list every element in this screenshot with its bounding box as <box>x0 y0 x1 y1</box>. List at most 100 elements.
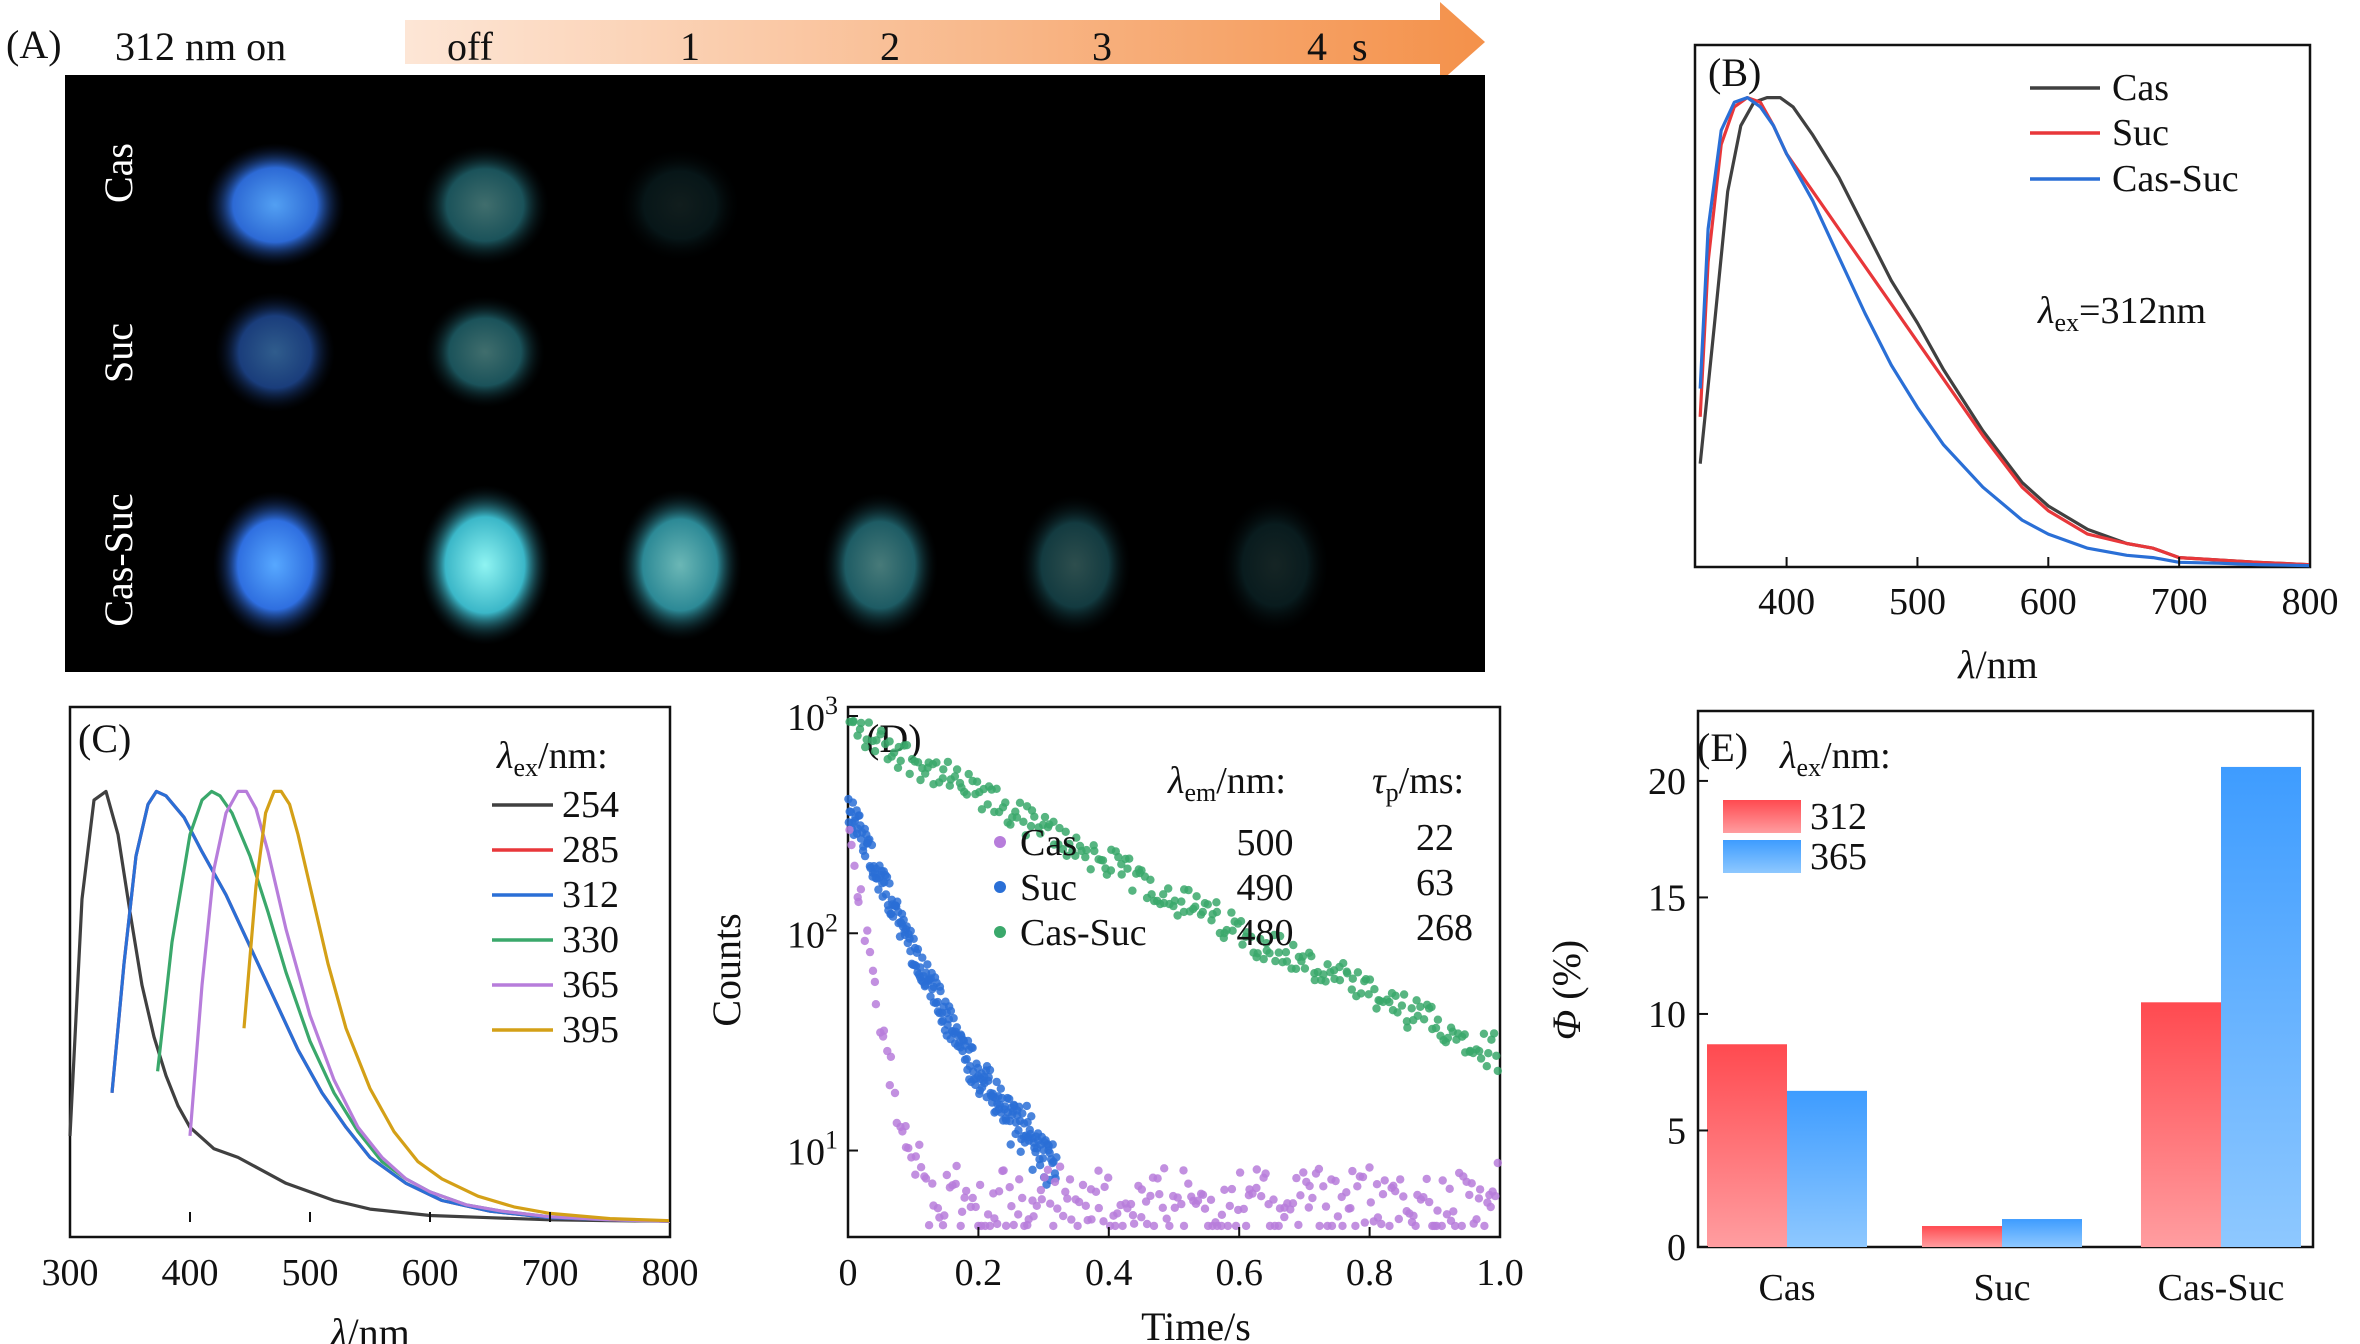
panel-d-point-cas-suc <box>1071 851 1080 860</box>
panel-e-legend-title: λex/nm: <box>1779 735 1891 782</box>
panel-d-point-cas-suc <box>889 748 899 757</box>
panel-d-point-cas-suc <box>855 725 865 734</box>
panel-d-point-cas-suc <box>1321 977 1330 986</box>
time-arrow <box>405 2 1485 82</box>
panel-d-point-cas-suc <box>1198 907 1208 917</box>
panel-c-legend-label-254: 254 <box>562 784 619 826</box>
panel-d-point-cas <box>1128 1211 1138 1220</box>
panel-d-point-cas <box>1177 1199 1186 1209</box>
panel-d-series-cas-suc <box>845 716 1503 1076</box>
panel-d-point-cas-suc <box>964 769 973 779</box>
glow-sample-cas-0 <box>205 143 345 267</box>
panel-e-bar-cas-suc-312 <box>2141 1002 2221 1247</box>
panel-d-point-cas <box>1457 1221 1467 1231</box>
panel-d-point-cas-suc <box>1365 975 1375 984</box>
panel-d-point-cas <box>1179 1166 1188 1175</box>
panel-d-point-cas-suc <box>1397 1001 1407 1010</box>
panel-d-point-cas <box>1043 1165 1053 1175</box>
panel-b-xtick-label-700: 700 <box>2151 581 2208 623</box>
panel-d-point-cas-suc <box>1393 1008 1402 1017</box>
panel-d-point-cas-suc <box>1147 890 1156 899</box>
panel-d-point-cas-suc <box>1062 851 1071 860</box>
panel-d-point-cas <box>1491 1191 1500 1201</box>
panel-d-point-cas-suc <box>1307 952 1316 961</box>
panel-d-point-cas-suc <box>1256 934 1265 944</box>
panel-d-point-cas <box>1067 1215 1076 1224</box>
panel-c-frame <box>68 705 672 1239</box>
timeline-label-3: 3 <box>1092 24 1112 69</box>
panel-d-point-cas <box>1411 1221 1420 1231</box>
panel-d-point-suc <box>949 1014 958 1023</box>
panel-d-point-cas-suc <box>1021 831 1030 840</box>
panel-d-point-cas <box>1274 1221 1283 1231</box>
panel-d-point-cas <box>1158 1203 1168 1213</box>
panel-d-series-suc <box>844 794 1061 1189</box>
panel-e-label: (E) <box>1697 725 1748 770</box>
panel-d-point-cas-suc <box>1310 975 1320 985</box>
panel-d-point-cas-suc <box>1001 798 1010 807</box>
glow-sample-suc-0 <box>215 292 335 412</box>
panel-d-point-cas-suc <box>1460 1030 1469 1039</box>
panel-d-point-cas-suc <box>1049 817 1058 826</box>
panel-d-legend-marker-cas-suc <box>994 926 1006 938</box>
panel-d-point-cas-suc <box>1364 990 1373 999</box>
panel-d-point-cas <box>1437 1221 1447 1231</box>
panel-d-point-cas <box>940 1211 949 1220</box>
panel-d-point-cas-suc <box>1247 932 1256 941</box>
panel-d-point-cas <box>1184 1179 1193 1188</box>
panel-d-point-cas <box>1007 1202 1016 1211</box>
panel-c-label: (C) <box>78 716 131 761</box>
panel-c-curves <box>68 789 671 1223</box>
panel-d-point-suc <box>885 879 894 888</box>
panel-d-point-cas <box>1348 1166 1357 1176</box>
panel-d-point-suc <box>1035 1161 1045 1170</box>
panel-d-point-suc <box>984 1073 993 1082</box>
panel-d-point-cas <box>1100 1182 1109 1192</box>
panel-b-xtick-label-400: 400 <box>1758 581 1815 623</box>
panel-d-point-cas-suc <box>1114 852 1123 862</box>
panel-d-point-cas <box>915 1140 924 1150</box>
panel-d-point-cas <box>1078 1180 1088 1190</box>
panel-d-point-cas <box>856 885 866 894</box>
panel-d-point-cas-suc <box>945 781 954 790</box>
panel-d-point-cas <box>1474 1194 1484 1203</box>
panel-b-xtick-label-500: 500 <box>1889 581 1946 623</box>
panel-e-y-title: Φ (%) <box>1544 940 1589 1040</box>
panel-c-line-365 <box>188 789 671 1223</box>
panel-d-point-cas <box>1315 1221 1324 1231</box>
panel-d-point-cas <box>1179 1221 1189 1231</box>
panel-d-point-cas <box>870 977 880 987</box>
panel-d-point-cas <box>1015 1175 1024 1184</box>
panel-d-point-cas <box>1338 1221 1347 1231</box>
panel-d-series-cas <box>845 825 1503 1231</box>
panel-d-point-cas-suc <box>1191 902 1200 911</box>
panel-e-category-label-cas-suc: Cas-Suc <box>2158 1267 2285 1309</box>
panel-d-xtick-label-0: 0 <box>839 1252 858 1294</box>
panel-d-point-cas <box>1396 1175 1405 1184</box>
panel-d-point-cas <box>1385 1221 1394 1231</box>
panel-d-point-suc <box>923 960 932 969</box>
panel-d-point-cas-suc <box>972 777 982 786</box>
panel-d-point-cas-suc <box>1433 1015 1443 1024</box>
panel-d-point-cas <box>1217 1210 1227 1220</box>
panel-e-category-label-cas: Cas <box>1759 1267 1816 1309</box>
panel-d-legend-tau-cas-suc: 268 <box>1416 907 1473 949</box>
glow-sample-cas-suc-1 <box>419 485 551 645</box>
panel-d-point-cas <box>879 1026 889 1035</box>
panel-d-point-cas-suc <box>1055 823 1064 833</box>
panel-d-point-suc <box>916 963 925 972</box>
panel-d-point-cas <box>1094 1166 1103 1175</box>
panel-d-point-cas <box>868 966 878 975</box>
panel-d-point-cas <box>983 1210 993 1219</box>
panel-e-ytick-label-20: 20 <box>1648 761 1686 803</box>
panel-d-point-cas <box>1129 1219 1139 1228</box>
panel-d-point-suc <box>918 953 927 962</box>
panel-d-point-cas-suc <box>1407 1004 1416 1013</box>
panel-d-point-cas <box>1351 1221 1360 1231</box>
panel-b-legend-label-cas: Cas <box>2112 67 2169 109</box>
panel-d-point-cas-suc <box>1228 926 1237 935</box>
panel-d-point-cas <box>1305 1181 1314 1191</box>
panel-d-point-cas <box>1391 1187 1400 1196</box>
panel-d-point-suc <box>963 1036 973 1046</box>
